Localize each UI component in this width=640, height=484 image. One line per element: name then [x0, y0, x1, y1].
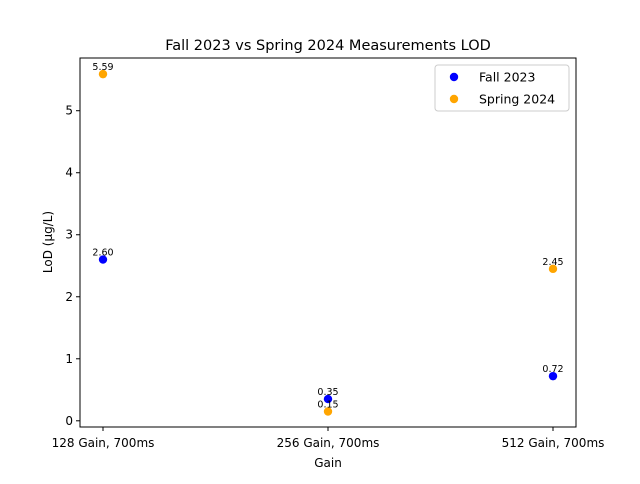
x-tick-label: 128 Gain, 700ms [52, 436, 155, 450]
x-axis-label: Gain [314, 456, 342, 470]
y-tick-label: 5 [65, 104, 73, 118]
legend-label: Spring 2024 [479, 92, 555, 107]
data-label: 0.35 [317, 387, 338, 398]
data-label: 5.59 [92, 62, 113, 73]
chart-title: Fall 2023 vs Spring 2024 Measurements LO… [165, 38, 491, 54]
y-tick-label: 0 [65, 414, 73, 428]
legend-marker [450, 73, 458, 81]
legend: Fall 2023 Spring 2024 [435, 65, 569, 111]
data-label: 0.15 [317, 399, 338, 410]
y-axis-label: LoD (µg/L) [41, 211, 55, 273]
x-tick-label: 256 Gain, 700ms [277, 436, 380, 450]
data-label: 2.60 [92, 248, 113, 259]
x-tick-label: 512 Gain, 700ms [502, 436, 605, 450]
legend-marker [450, 95, 458, 103]
y-tick-label: 3 [65, 228, 73, 242]
data-label: 2.45 [542, 257, 563, 268]
data-label: 0.72 [542, 364, 563, 375]
y-tick-label: 1 [65, 352, 73, 366]
legend-label: Fall 2023 [479, 70, 535, 85]
y-tick-label: 2 [65, 290, 73, 304]
y-tick-label: 4 [65, 166, 73, 180]
